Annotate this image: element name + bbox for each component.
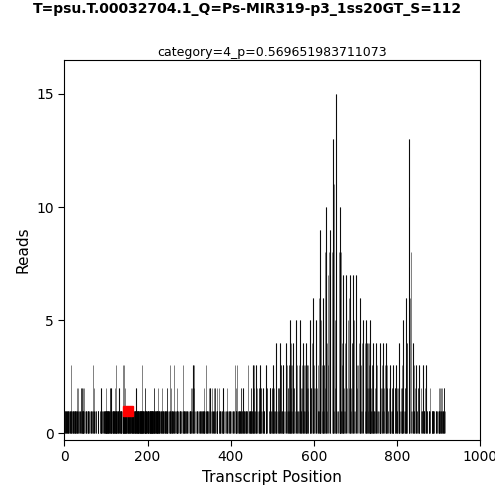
X-axis label: Transcript Position: Transcript Position (202, 470, 342, 485)
Text: T=psu.T.00032704.1_Q=Ps-MIR319-p3_1ss20GT_S=112: T=psu.T.00032704.1_Q=Ps-MIR319-p3_1ss20G… (33, 2, 462, 16)
Title: category=4_p=0.569651983711073: category=4_p=0.569651983711073 (157, 46, 387, 59)
Y-axis label: Reads: Reads (16, 226, 31, 274)
